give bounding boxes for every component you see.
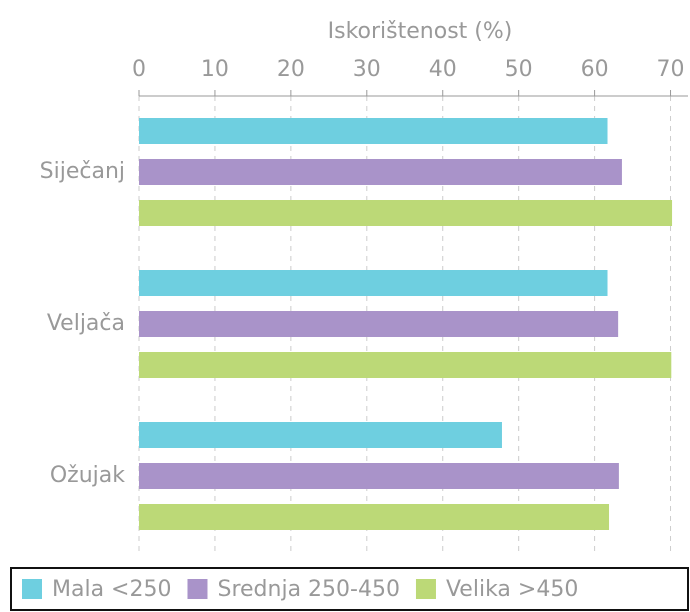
legend-swatch [187,579,208,599]
x-tick-label: 70 [657,57,685,82]
legend-swatch [415,579,436,599]
x-tick-label: 60 [581,57,609,82]
bar [139,200,673,226]
bar [139,118,608,144]
y-tick-label: Ožujak [50,463,125,488]
bar [139,270,608,296]
legend-swatch [22,579,42,599]
y-tick-label: Veljača [47,311,125,336]
x-tick-label: 0 [132,57,146,82]
legend-label: Srednja 250-450 [217,577,399,602]
x-tick-label: 50 [505,57,533,82]
bar [139,159,622,185]
x-tick-label: 40 [429,57,457,82]
legend-label: Velika >450 [446,577,578,602]
bar [139,352,672,378]
bar [139,311,619,337]
x-tick-label: 20 [277,57,305,82]
legend-label: Mala <250 [52,577,171,602]
x-tick-label: 10 [201,57,229,82]
x-tick-label: 30 [353,57,381,82]
bar [139,422,502,448]
y-tick-label: Siječanj [40,159,125,184]
bar [139,463,619,489]
legend-box [10,567,689,611]
bar [139,504,610,530]
x-axis-title: Iskorištenost (%) [328,19,513,44]
